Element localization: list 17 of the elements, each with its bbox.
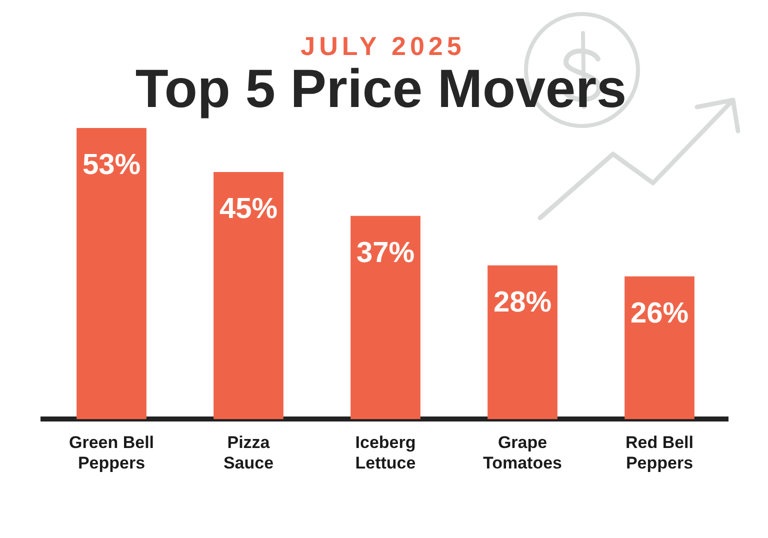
x-tick-label: Iceberg Lettuce xyxy=(355,433,416,472)
bar xyxy=(488,265,558,420)
data-label: 53% xyxy=(82,149,141,181)
x-tick-label: Pizza Sauce xyxy=(223,433,274,472)
data-label: 26% xyxy=(630,297,689,330)
chart-title: Top 5 Price Movers xyxy=(134,59,628,119)
data-label: 45% xyxy=(219,192,278,225)
x-tick-label: Red Bell Peppers xyxy=(625,433,694,472)
bar xyxy=(214,172,284,420)
bar xyxy=(350,216,420,420)
x-tick-label: Grape Tomatoes xyxy=(482,433,562,472)
data-label: 37% xyxy=(356,236,415,269)
data-label: 28% xyxy=(493,286,552,318)
x-tick-label: Green Bell Peppers xyxy=(68,433,154,472)
bar xyxy=(624,276,694,420)
chart-subtitle: JULY 2025 xyxy=(300,31,466,61)
bar xyxy=(76,128,146,420)
